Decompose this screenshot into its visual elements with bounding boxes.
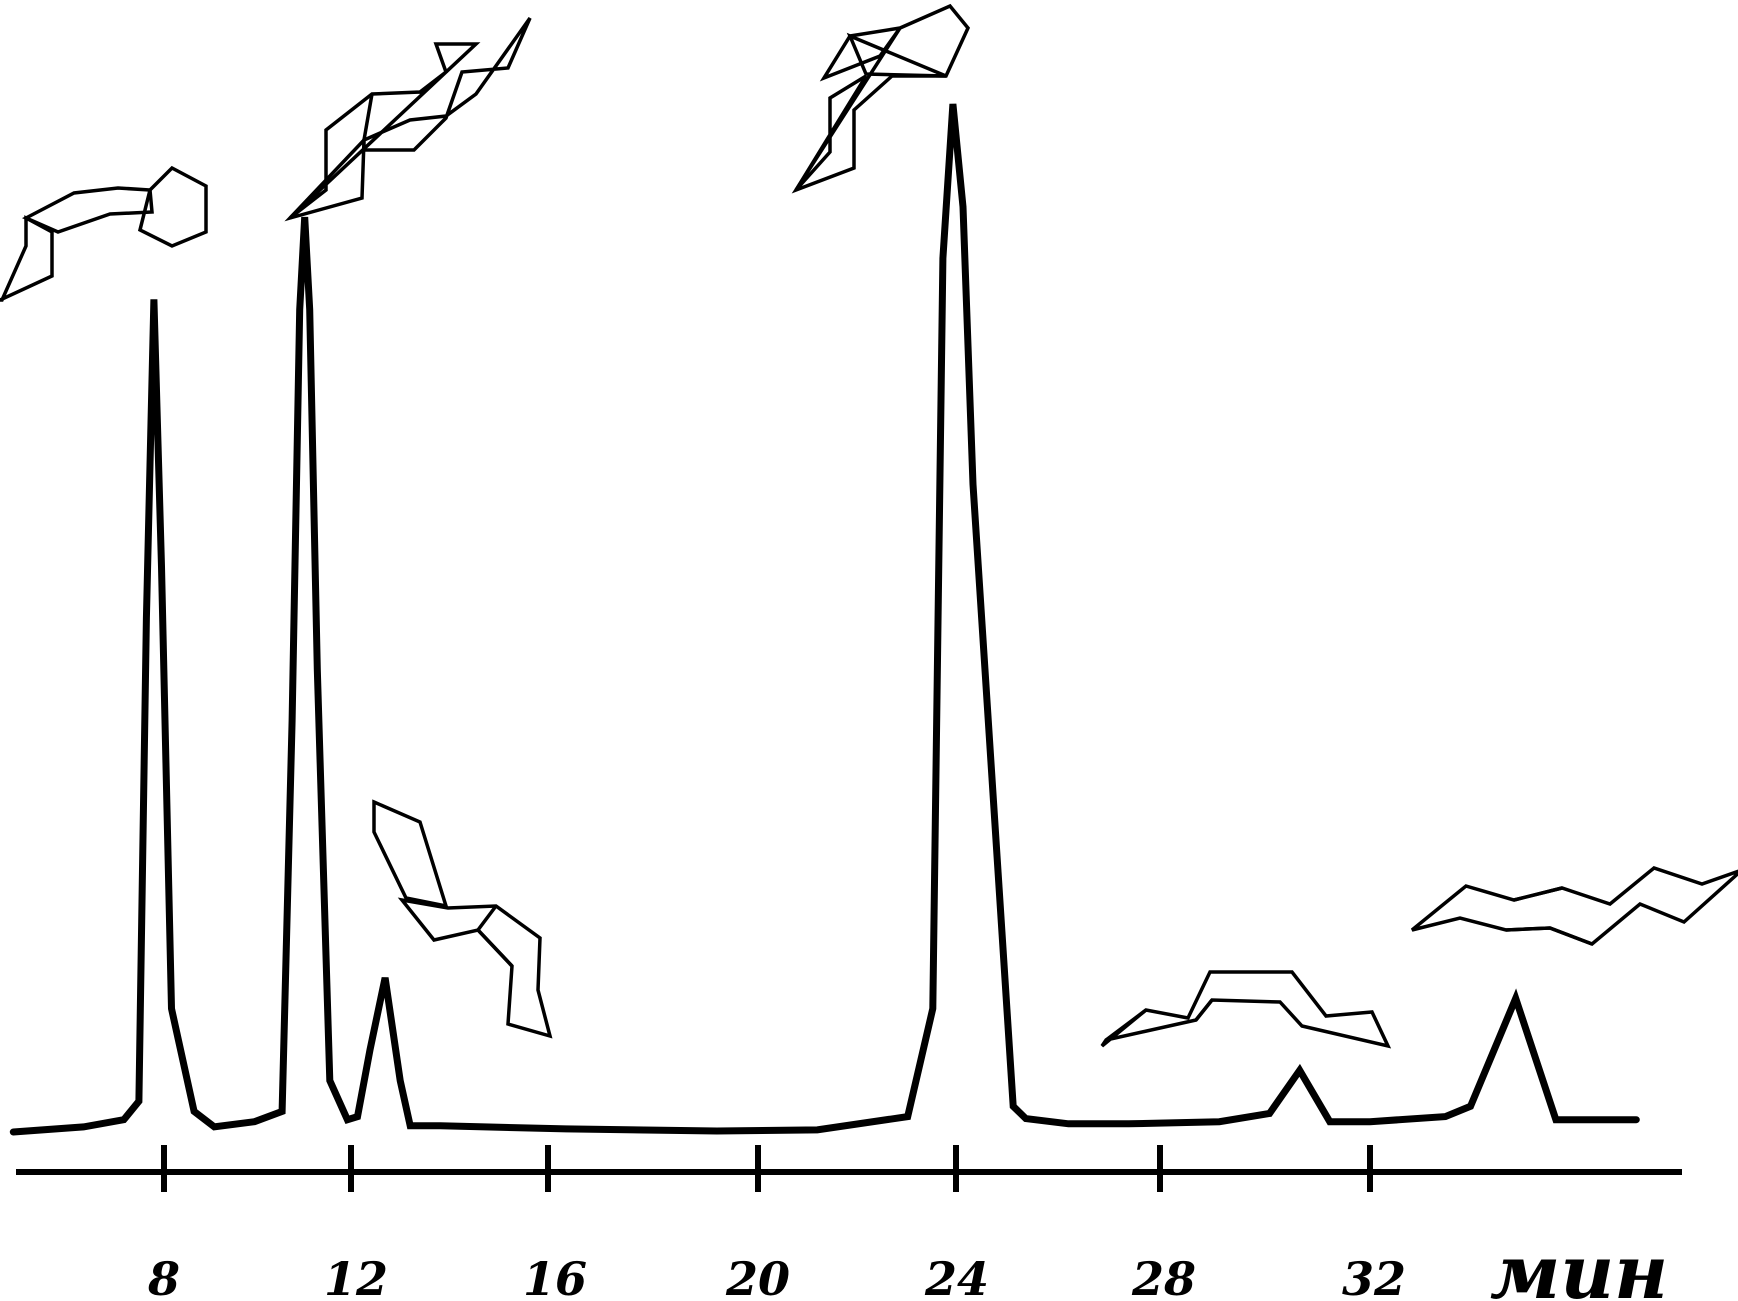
structure-peak-5 — [1100, 970, 1392, 1049]
x-axis-ticks — [161, 1145, 1373, 1192]
structure-peak-3 — [372, 799, 553, 1039]
x-axis-unit-label: мин — [1490, 1230, 1668, 1301]
x-tick-label: 12 — [324, 1252, 388, 1301]
x-tick-label: 16 — [523, 1252, 587, 1301]
structure-peak-6 — [1410, 866, 1738, 946]
structure-peak-1 — [0, 165, 208, 302]
structure-peak-4 — [791, 3, 971, 194]
chromatogram-trace — [9, 103, 1640, 1136]
x-tick-label: 8 — [147, 1252, 180, 1301]
x-tick-labels: 8 12 16 20 24 28 32 — [147, 1252, 1406, 1301]
x-tick-label: 32 — [1342, 1252, 1406, 1301]
structure-peak-2 — [284, 16, 532, 222]
x-tick-label: 20 — [725, 1252, 790, 1301]
x-tick-label: 24 — [924, 1252, 989, 1301]
x-tick-label: 28 — [1131, 1252, 1196, 1301]
